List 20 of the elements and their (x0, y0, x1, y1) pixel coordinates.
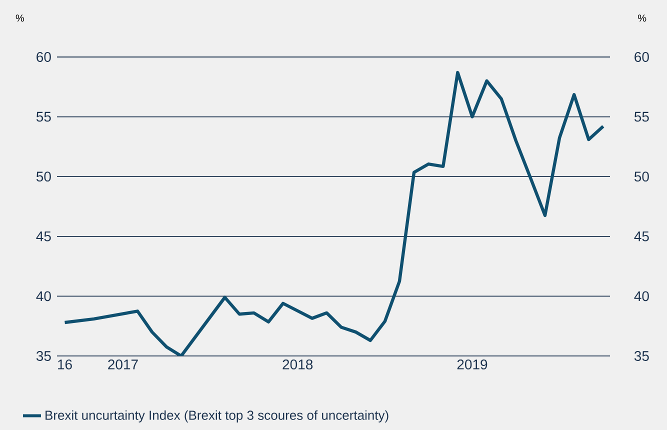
y2-tick-label: 60 (634, 52, 649, 62)
line-series (63, 70, 605, 356)
legend-label: Brexit uncurtainty Index (Brexit top 3 scoures of uncertainty) (46, 410, 388, 422)
x-tick-label: 2017 (108, 360, 138, 370)
y-tick-label: 50 (36, 172, 51, 182)
y-axis-title: % (16, 14, 24, 22)
x-tick-label: 2018 (282, 360, 313, 370)
y2-tick-label: 55 (634, 112, 649, 122)
y2-axis-title: % (638, 14, 646, 22)
y2-tick-label: 50 (634, 172, 649, 182)
y-tick-label: 40 (36, 291, 51, 302)
y2-tick-label: 45 (634, 232, 649, 242)
y-tick-label: 55 (36, 112, 51, 122)
x-tick-label: 2019 (457, 360, 488, 370)
x-tick-label: 16 (58, 360, 72, 370)
y-tick-label: 45 (36, 232, 51, 242)
y-tick-label: 35 (36, 351, 51, 361)
y-tick-label: 60 (36, 52, 51, 62)
y2-tick-label: 35 (634, 351, 649, 361)
y2-tick-label: 40 (634, 291, 649, 302)
